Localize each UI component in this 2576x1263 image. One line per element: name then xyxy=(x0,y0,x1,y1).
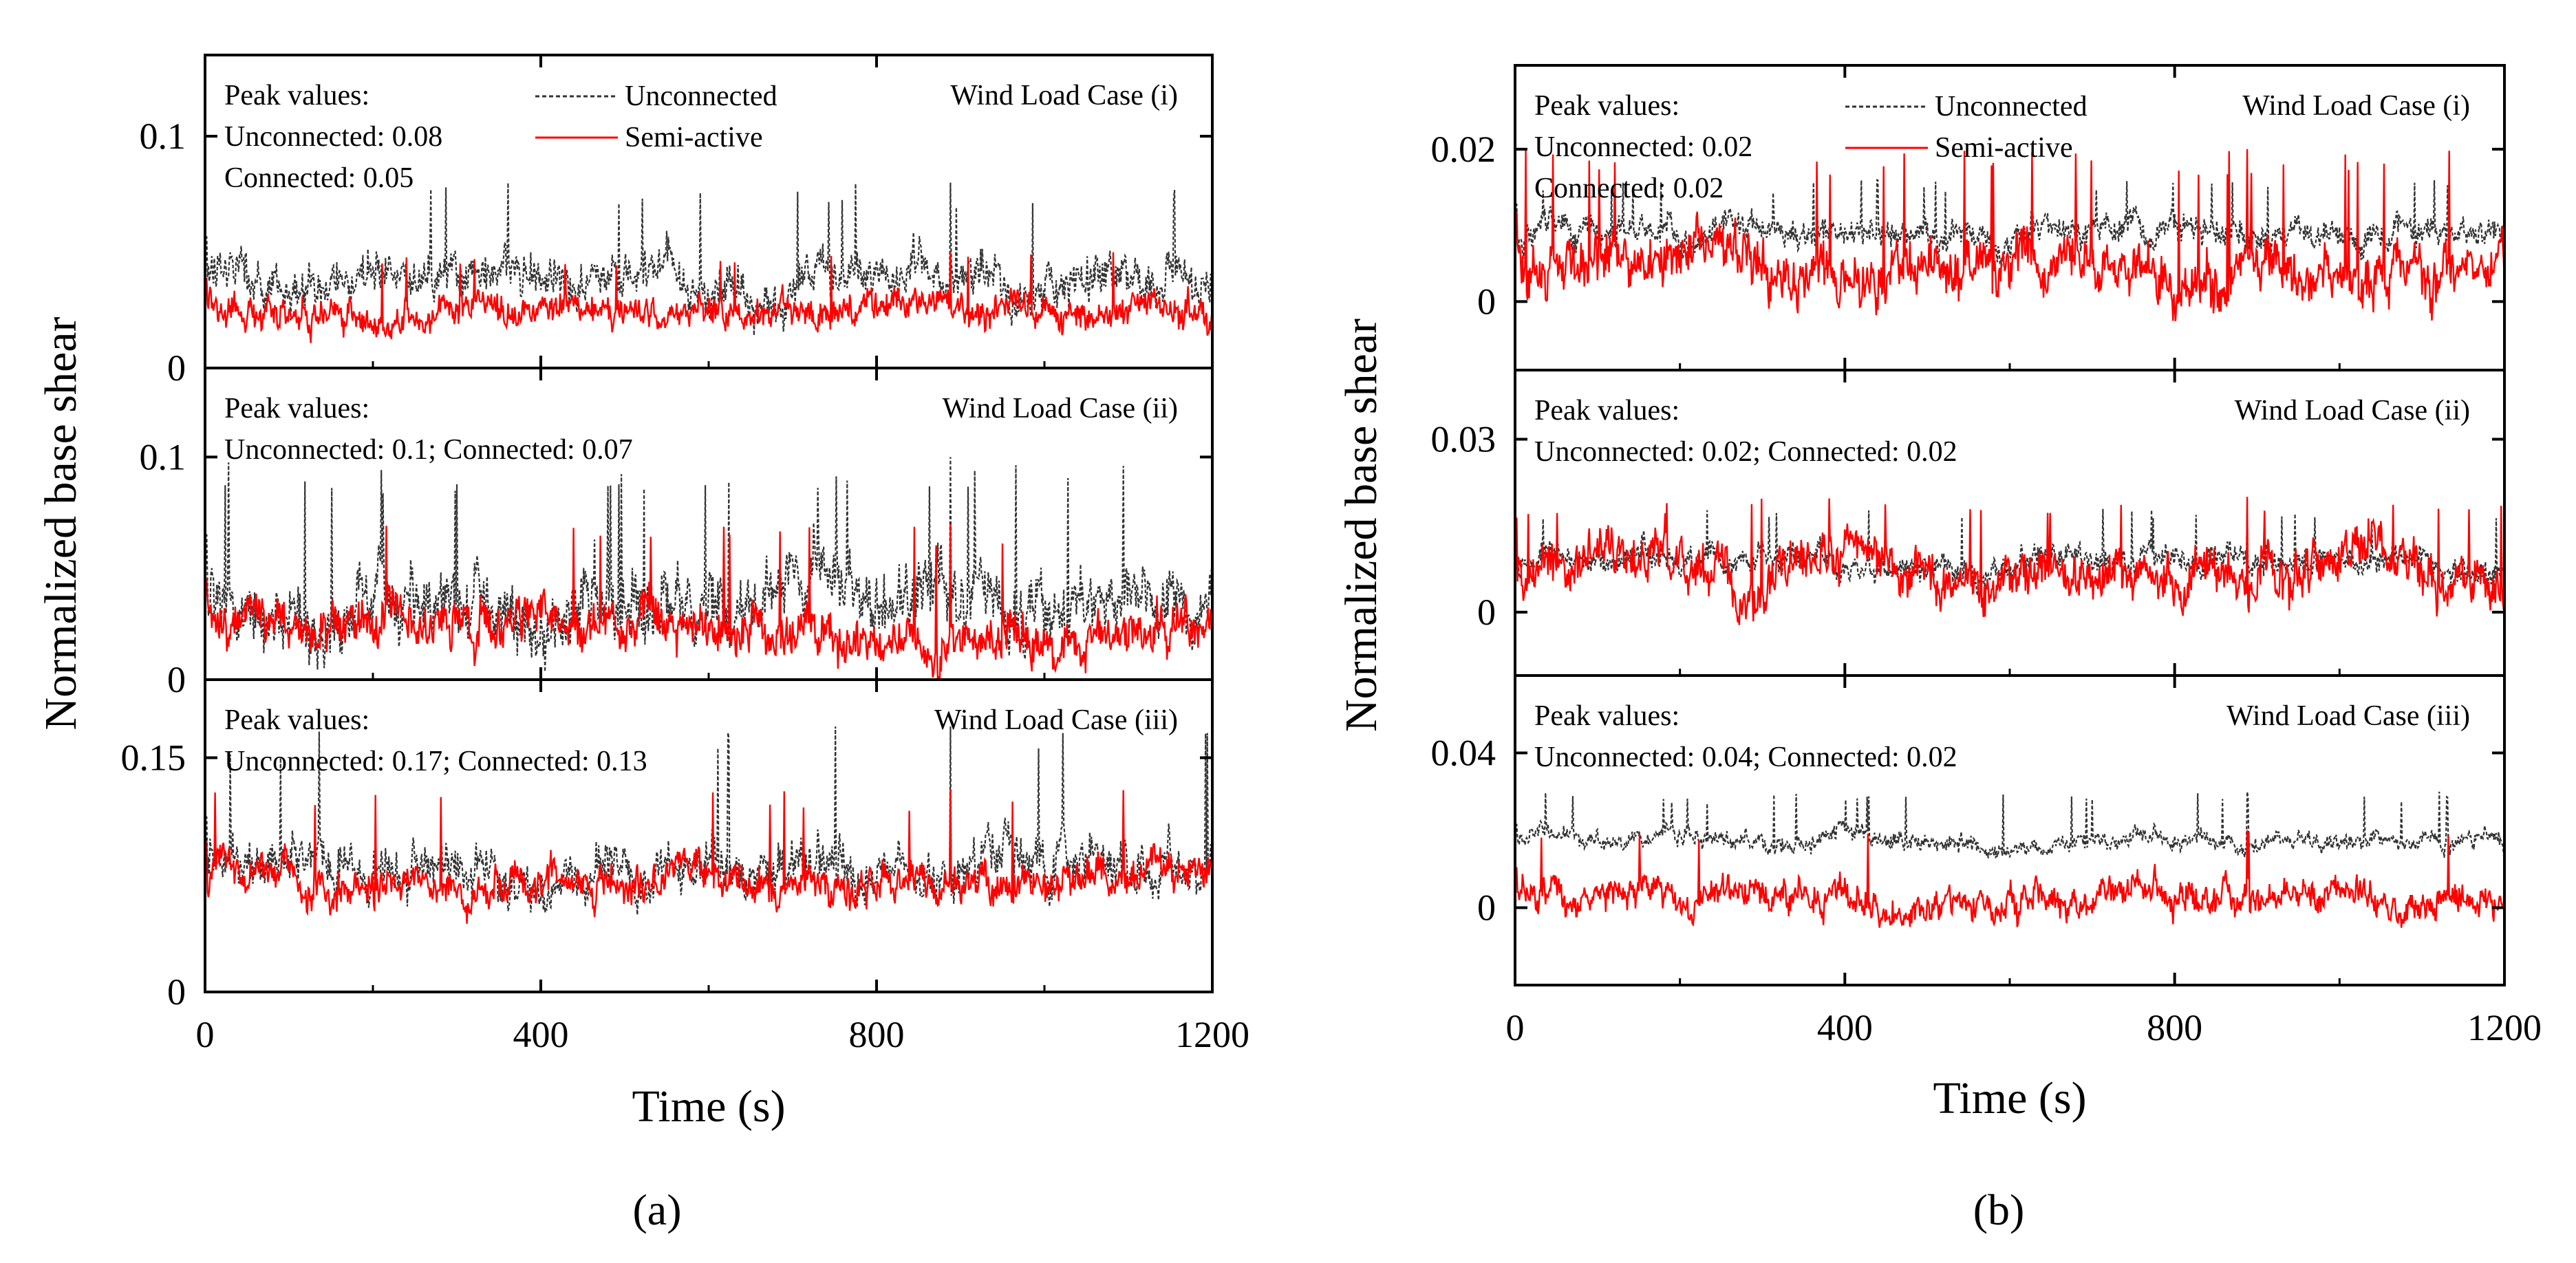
y-tick-label: 0 xyxy=(167,347,186,389)
x-tick-label: 1200 xyxy=(1175,1014,1249,1055)
y-tick-label: 0 xyxy=(1477,887,1496,929)
subplot-b-2: 0 0.03 Peak values: Unconnected: 0.02; Conn… xyxy=(1431,369,2506,677)
peak-values-line: Unconnected: 0.1; Connected: 0.07 xyxy=(224,434,633,466)
subplot-a-1: 0 0.1 Peak values: Unconnected: 0.08 Connect… xyxy=(140,54,1214,389)
series-semi-active-line xyxy=(1515,149,2504,321)
y-tick-label: 0.03 xyxy=(1431,419,1496,460)
peak-values-header: Peak values: xyxy=(224,704,369,736)
y-tick-label: 0 xyxy=(1477,281,1496,322)
series-group xyxy=(205,182,1212,343)
series-semi-active-line xyxy=(1515,497,2504,625)
y-tick-label: 0.1 xyxy=(140,116,186,157)
series-group xyxy=(1515,497,2504,625)
y-tick-label: 0.15 xyxy=(121,737,186,779)
y-tick-label: 0 xyxy=(167,659,186,700)
subplot-a-2: 0 0.1 Peak values: Unconnected: 0.1; Connec… xyxy=(140,367,1214,700)
x-tick-label: 400 xyxy=(1817,1007,1873,1048)
series-semi-active-line xyxy=(205,252,1212,343)
panel-label: (a) xyxy=(632,1185,681,1234)
y-tick-label: 0.1 xyxy=(140,436,186,477)
peak-values-line: Unconnected: 0.08 xyxy=(224,121,442,153)
peak-values-header: Peak values: xyxy=(224,80,369,111)
legend-unconnected-label: Unconnected xyxy=(625,80,777,112)
y-tick-label: 0.02 xyxy=(1431,129,1496,170)
series-semi-active-line xyxy=(205,788,1212,924)
y-tick-label: 0 xyxy=(167,971,186,1013)
legend: Unconnected Semi-active xyxy=(1845,91,2087,164)
legend-semi-active-label: Semi-active xyxy=(1935,132,2073,164)
peak-values-line: Unconnected: 0.02 xyxy=(1534,131,1752,163)
wind-load-case-title: Wind Load Case (iii) xyxy=(934,704,1178,736)
peak-values-line: Unconnected: 0.17; Connected: 0.13 xyxy=(224,746,647,777)
x-axis-title: Time (s) xyxy=(632,1081,785,1132)
series-group xyxy=(205,457,1212,680)
y-axis-title: Normalized base shear xyxy=(36,316,86,730)
y-axis-title: Normalized base shear xyxy=(1336,319,1386,732)
x-tick-label: 1200 xyxy=(2467,1007,2542,1048)
y-tick-label: 0.04 xyxy=(1431,733,1496,774)
peak-values-line: Unconnected: 0.04; Connected: 0.02 xyxy=(1534,742,1957,773)
peak-values-header: Peak values: xyxy=(224,393,369,424)
series-unconnected-line xyxy=(1515,791,2504,859)
peak-values-line: Connected: 0.02 xyxy=(1534,173,1724,204)
series-unconnected-line xyxy=(205,457,1212,672)
wind-load-case-title: Wind Load Case (iii) xyxy=(2226,700,2470,732)
series-semi-active-line xyxy=(205,523,1212,680)
subplot-b-1: 0 0.02 Peak values: Unconnected: 0.02 Connec… xyxy=(1431,64,2506,371)
wind-load-case-title: Wind Load Case (i) xyxy=(2242,90,2470,122)
y-tick-label: 0 xyxy=(1477,592,1496,633)
x-axis-title: Time (s) xyxy=(1933,1073,2086,1123)
legend-unconnected-label: Unconnected xyxy=(1935,91,2087,122)
x-tick-label: 800 xyxy=(2147,1007,2202,1048)
peak-values-header: Peak values: xyxy=(1534,700,1679,732)
subplot-b-3: 0 0.04 Peak values: Unconnected: 0.04; Conn… xyxy=(1431,674,2506,986)
panel-label: (b) xyxy=(1973,1185,2025,1234)
series-group xyxy=(1515,791,2504,928)
series-group xyxy=(205,726,1212,924)
wind-load-case-title: Wind Load Case (ii) xyxy=(2235,395,2470,427)
chart-panel-b: 0 0.02 Peak values: Unconnected: 0.02 Connec… xyxy=(1336,64,2542,1234)
series-group xyxy=(1515,149,2504,321)
peak-values-line: Unconnected: 0.02; Connected: 0.02 xyxy=(1534,436,1957,468)
subplot-a-3: 0 0.15 Peak values: Unconnected: 0.17; Conn… xyxy=(121,678,1214,1013)
wind-load-case-title: Wind Load Case (ii) xyxy=(943,393,1178,424)
wind-load-case-title: Wind Load Case (i) xyxy=(950,80,1178,111)
peak-values-line: Connected: 0.05 xyxy=(224,162,414,194)
peak-values-header: Peak values: xyxy=(1534,395,1679,427)
chart-panel-a: 0 0.1 Peak values: Unconnected: 0.08 Connect… xyxy=(36,54,1249,1234)
x-tick-label: 0 xyxy=(196,1014,215,1055)
series-semi-active-line xyxy=(1515,830,2504,928)
x-tick-label: 800 xyxy=(849,1014,905,1055)
x-tick-label: 400 xyxy=(513,1014,569,1055)
legend-semi-active-label: Semi-active xyxy=(625,122,763,153)
legend: Unconnected Semi-active xyxy=(535,80,777,153)
x-tick-label: 0 xyxy=(1506,1007,1525,1048)
peak-values-header: Peak values: xyxy=(1534,90,1679,122)
